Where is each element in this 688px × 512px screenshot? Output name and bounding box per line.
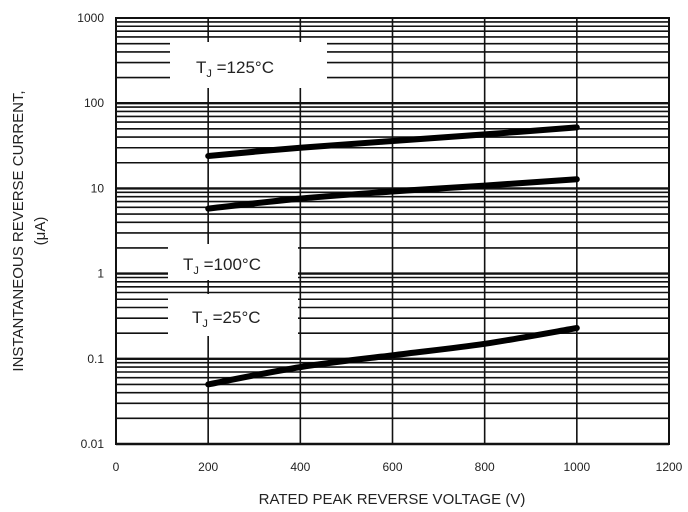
x-tick-label: 200 xyxy=(198,460,218,474)
series-label: TJ =125°C xyxy=(196,58,274,80)
y-tick-label: 100 xyxy=(84,96,104,110)
plot-frame xyxy=(115,17,670,445)
x-tick-label: 1000 xyxy=(563,460,590,474)
x-tick-label: 800 xyxy=(475,460,495,474)
series-line-0 xyxy=(205,124,580,159)
x-tick-label: 1200 xyxy=(656,460,683,474)
series-line-1 xyxy=(205,176,580,212)
series-label-box xyxy=(168,244,298,280)
series-line-2 xyxy=(205,325,580,388)
series-lines xyxy=(205,124,580,388)
y-tick-label: 0.1 xyxy=(87,352,104,366)
y-tick-labels: 0.01 0.1 1 10 100 1000 xyxy=(77,11,104,451)
y-tick-label: 1 xyxy=(97,267,104,281)
x-tick-label: 400 xyxy=(290,460,310,474)
series-label-box xyxy=(168,294,298,336)
x-axis-label: RATED PEAK REVERSE VOLTAGE (V) xyxy=(259,491,526,508)
x-tick-labels: 0 200 400 600 800 1000 1200 xyxy=(113,460,683,474)
series-label: TJ =100°C xyxy=(183,255,261,277)
x-tick-label: 0 xyxy=(113,460,120,474)
y-axis-unit: (μA) xyxy=(32,217,49,246)
y-tick-label: 10 xyxy=(91,181,105,195)
y-tick-label: 0.01 xyxy=(81,437,105,451)
y-tick-label: 1000 xyxy=(77,11,104,25)
series-labels: TJ =125°C TJ =100°C TJ =25°C xyxy=(168,42,327,336)
series-label-box xyxy=(170,42,327,88)
series-label: TJ =25°C xyxy=(192,308,261,330)
x-tick-label: 600 xyxy=(382,460,402,474)
y-axis-label: INSTANTANEOUS REVERSE CURRENT, xyxy=(10,90,27,371)
